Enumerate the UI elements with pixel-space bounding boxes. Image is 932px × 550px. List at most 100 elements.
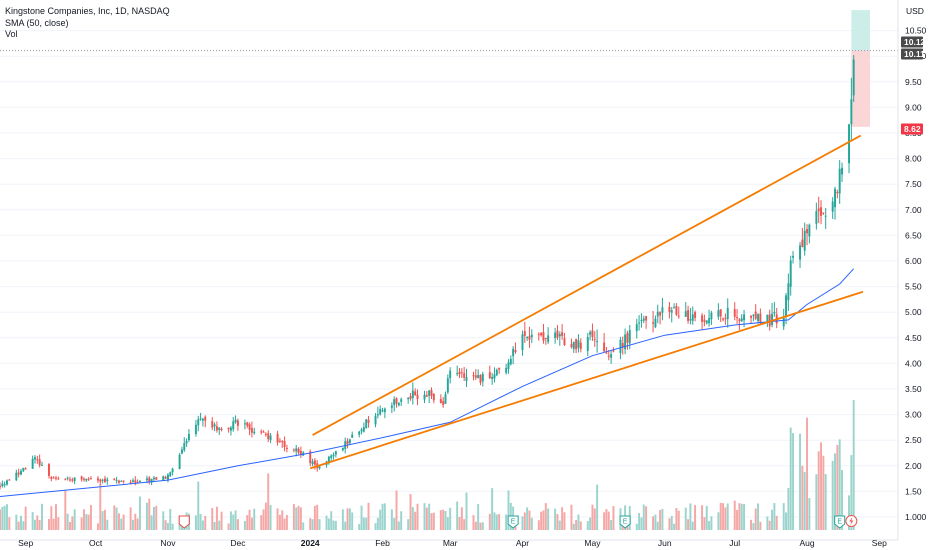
volume-bar — [708, 521, 711, 530]
candle — [297, 447, 300, 455]
candle — [152, 476, 155, 482]
candle — [726, 298, 729, 328]
volume-bar — [472, 515, 475, 530]
volume-bar — [6, 504, 8, 530]
volume-bar — [54, 504, 57, 530]
candle — [229, 425, 232, 436]
volume-bar — [66, 513, 69, 530]
candle — [73, 477, 76, 485]
candle — [575, 338, 578, 354]
profit-target-zone[interactable] — [851, 10, 871, 51]
candle — [670, 307, 673, 323]
candle — [820, 200, 823, 225]
volume-bar — [397, 521, 400, 530]
candle — [733, 302, 736, 321]
volume-bar — [64, 490, 67, 530]
candle — [103, 475, 106, 483]
candle — [411, 382, 414, 405]
candle — [792, 250, 795, 264]
svg-text:8.62: 8.62 — [904, 124, 921, 134]
volume-bar — [838, 439, 841, 530]
candle — [96, 476, 99, 484]
y-tick-label: 5.00 — [905, 307, 922, 317]
volume-bar — [96, 523, 99, 530]
trendline-lower[interactable] — [309, 290, 864, 470]
candle — [52, 476, 55, 479]
symbol-title[interactable]: Kingstone Companies, Inc, 1D, NASDAQ — [5, 6, 170, 16]
volume-bar — [771, 509, 774, 530]
candle — [122, 480, 125, 484]
candle — [332, 452, 335, 460]
volume-bar — [775, 515, 778, 530]
volume-bar — [199, 513, 202, 530]
sma-indicator-label[interactable]: SMA (50, close) — [5, 17, 69, 28]
candle — [302, 451, 305, 456]
candle — [194, 420, 197, 437]
volume-bar — [831, 460, 834, 530]
volume-bar — [670, 515, 673, 530]
candle — [409, 393, 412, 401]
price-axis[interactable]: USD 1.000 1.50 2.00 2.50 3.00 3.50 4.00 4.50 5.00… — [897, 0, 932, 550]
x-tick-label: Jul — [729, 538, 740, 548]
candle — [131, 478, 134, 483]
candle — [493, 367, 496, 383]
candle — [428, 389, 431, 404]
volume-bar — [57, 517, 60, 530]
volume-bar — [498, 514, 501, 530]
candle — [684, 302, 687, 317]
candle — [264, 432, 267, 437]
volume-bar — [122, 514, 125, 530]
candle — [710, 310, 713, 326]
candle — [15, 469, 18, 481]
y-tick-label: 7.50 — [905, 179, 922, 189]
time-axis[interactable]: Sep Oct Nov Dec 2024 Feb Mar Apr May Jun Jul Aug Sep — [0, 538, 898, 548]
x-tick-label: 2024 — [301, 538, 320, 548]
volume-bar — [430, 513, 433, 530]
candle — [365, 418, 368, 429]
volume-bar — [344, 521, 347, 530]
volume-bar — [458, 516, 461, 530]
volume-bar — [726, 503, 729, 530]
volume-bar — [400, 511, 403, 530]
volume-bar — [227, 523, 230, 530]
candle — [80, 475, 83, 482]
volume-bar — [558, 520, 561, 530]
earnings-marker[interactable]: E — [834, 515, 846, 529]
volume-bar — [586, 521, 589, 530]
candle — [479, 374, 482, 386]
candle — [17, 468, 20, 478]
lightning-event-icon[interactable] — [845, 515, 858, 527]
volume-bar — [675, 507, 678, 530]
volume-bar — [654, 514, 657, 530]
volume-bar — [269, 504, 272, 530]
volume-bar — [390, 509, 393, 530]
candle — [822, 212, 825, 215]
trendline-upper[interactable] — [312, 134, 862, 436]
volume-bar — [48, 519, 50, 530]
candle — [694, 310, 697, 322]
candle — [638, 315, 641, 331]
candle — [292, 448, 295, 453]
volume-bar — [71, 516, 74, 530]
price-tag: 10.12 — [901, 36, 926, 48]
earnings-marker[interactable]: E — [619, 515, 631, 529]
volume-bar — [89, 504, 92, 530]
candle — [155, 476, 158, 480]
candle — [330, 454, 333, 461]
volume-bar — [740, 503, 743, 530]
candle — [367, 415, 370, 428]
earnings-marker[interactable]: E — [507, 515, 519, 529]
y-tick-label: 8.00 — [905, 154, 922, 164]
candle — [395, 397, 398, 408]
y-tick-label: 6.50 — [905, 230, 922, 240]
stop-loss-zone[interactable] — [851, 50, 871, 127]
candle — [488, 365, 491, 379]
volume-indicator-label[interactable]: Vol — [5, 29, 18, 39]
volume-bar — [101, 511, 104, 530]
candle — [523, 321, 526, 343]
volume-bar — [689, 503, 692, 530]
dividend-marker[interactable] — [178, 515, 190, 529]
candle — [687, 305, 690, 324]
currency-label[interactable]: USD — [906, 6, 924, 16]
